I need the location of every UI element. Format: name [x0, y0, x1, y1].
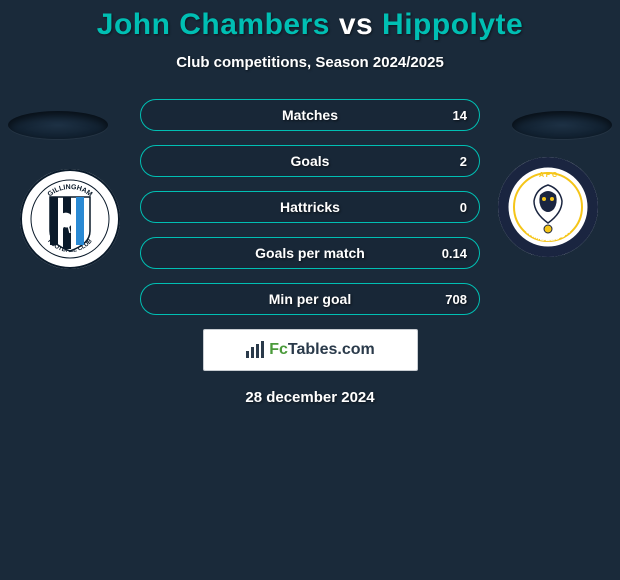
- stat-value-right: 0: [460, 200, 467, 215]
- stat-row-min-per-goal: Min per goal 708: [140, 283, 480, 315]
- stat-row-matches: Matches 14: [140, 99, 480, 131]
- stat-label: Goals: [291, 153, 330, 169]
- club-badge-right: WIMBLEDON A F C: [498, 157, 598, 257]
- player1-name: John Chambers: [97, 8, 330, 41]
- stat-row-goals: Goals 2: [140, 145, 480, 177]
- wimbledon-badge-icon: WIMBLEDON A F C: [498, 157, 598, 257]
- date-text: 28 december 2024: [0, 389, 620, 406]
- comparison-card: John Chambers vs Hippolyte Club competit…: [0, 0, 620, 406]
- stat-label: Hattricks: [280, 199, 340, 215]
- player2-name: Hippolyte: [382, 8, 523, 41]
- stat-label: Goals per match: [255, 245, 365, 261]
- main-area: GILLINGHAM FOOTBALL CLUB WIMBLEDON A F C: [0, 99, 620, 406]
- player2-platform: [512, 111, 612, 139]
- brand-main: Tables: [288, 341, 338, 358]
- stat-row-hattricks: Hattricks 0: [140, 191, 480, 223]
- stat-value-right: 2: [460, 154, 467, 169]
- page-title: John Chambers vs Hippolyte: [0, 8, 620, 42]
- stat-value-right: 14: [453, 108, 467, 123]
- player1-platform: [8, 111, 108, 139]
- vs-text: vs: [339, 8, 373, 41]
- stats-list: Matches 14 Goals 2 Hattricks 0 Goals per…: [140, 99, 480, 315]
- stat-row-goals-per-match: Goals per match 0.14: [140, 237, 480, 269]
- brand-suffix: .com: [337, 341, 374, 358]
- stat-value-right: 708: [445, 292, 467, 307]
- brand-text: FcTables.com: [269, 341, 375, 359]
- club-badge-left: GILLINGHAM FOOTBALL CLUB: [20, 169, 120, 269]
- brand-box[interactable]: FcTables.com: [203, 329, 418, 371]
- subtitle: Club competitions, Season 2024/2025: [0, 54, 620, 71]
- brand-prefix: Fc: [269, 341, 288, 358]
- stat-value-right: 0.14: [442, 246, 467, 261]
- stat-label: Matches: [282, 107, 338, 123]
- chart-bars-icon: [245, 341, 265, 359]
- stat-label: Min per goal: [269, 291, 351, 307]
- svg-text:A F C: A F C: [539, 172, 557, 179]
- gillingham-badge-icon: GILLINGHAM FOOTBALL CLUB: [20, 169, 120, 269]
